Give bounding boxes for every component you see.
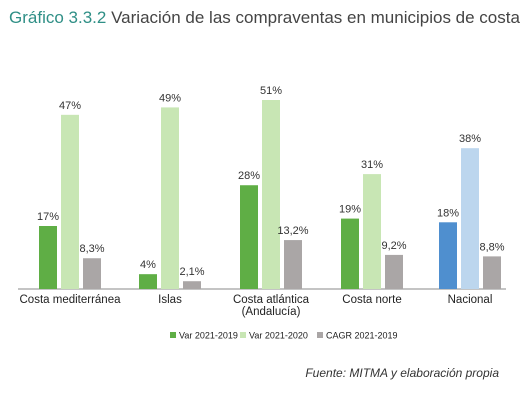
data-label-s1-c2: 51% [260,85,282,97]
data-label-s0-c3: 19% [339,204,361,216]
category-label-2-0: Costa atlántica [233,294,310,306]
bar-s1-c4 [461,148,479,289]
source-note: Fuente: MITMA y elaboración propia [305,366,499,380]
data-label-s0-c0: 17% [37,211,59,223]
legend-label-2: CAGR 2021-2019 [326,331,398,341]
bar-s0-c2 [240,185,258,289]
data-label-s0-c4: 18% [437,207,459,219]
data-label-s1-c1: 49% [159,92,181,104]
bar-s0-c4 [439,222,457,289]
chart-title-number: Gráfico 3.3.2 [9,8,107,27]
category-label-2-1: (Andalucía) [242,306,301,318]
category-label-4-0: Nacional [448,294,493,306]
bar-s0-c3 [341,218,359,289]
chart-title-text: Variación de las compraventas en municip… [111,8,520,27]
bar-s1-c1 [161,107,179,289]
bar-s0-c0 [39,226,57,289]
bar-s2-c1 [183,281,201,289]
category-label-0-0: Costa mediterránea [20,294,122,306]
bar-s2-c3 [385,254,403,289]
legend-swatch-2 [317,332,323,338]
data-label-s2-c3: 9,2% [381,240,406,252]
bar-s2-c2 [284,240,302,289]
chart-title: Gráfico 3.3.2 Variación de las compraven… [0,8,529,28]
bar-s2-c4 [483,256,501,289]
data-label-s1-c3: 31% [361,159,383,171]
bar-s1-c0 [61,114,79,289]
data-label-s1-c0: 47% [59,100,81,112]
data-label-s2-c4: 8,8% [479,241,504,253]
data-label-s0-c2: 28% [238,170,260,182]
data-label-s2-c1: 2,1% [179,266,204,278]
legend-label-0: Var 2021-2019 [179,331,238,341]
bar-s0-c1 [139,274,157,289]
legend-swatch-1 [240,332,246,338]
legend-swatch-0 [170,332,176,338]
data-label-s0-c1: 4% [140,259,156,271]
bar-s1-c2 [262,100,280,289]
bar-s2-c0 [83,258,101,289]
data-label-s2-c2: 13,2% [277,225,308,237]
legend-label-1: Var 2021-2020 [249,331,308,341]
data-label-s1-c4: 38% [459,133,481,145]
data-label-s2-c0: 8,3% [79,243,104,255]
bar-s1-c3 [363,174,381,289]
category-label-1-0: Islas [158,294,182,306]
category-label-3-0: Costa norte [342,294,401,306]
